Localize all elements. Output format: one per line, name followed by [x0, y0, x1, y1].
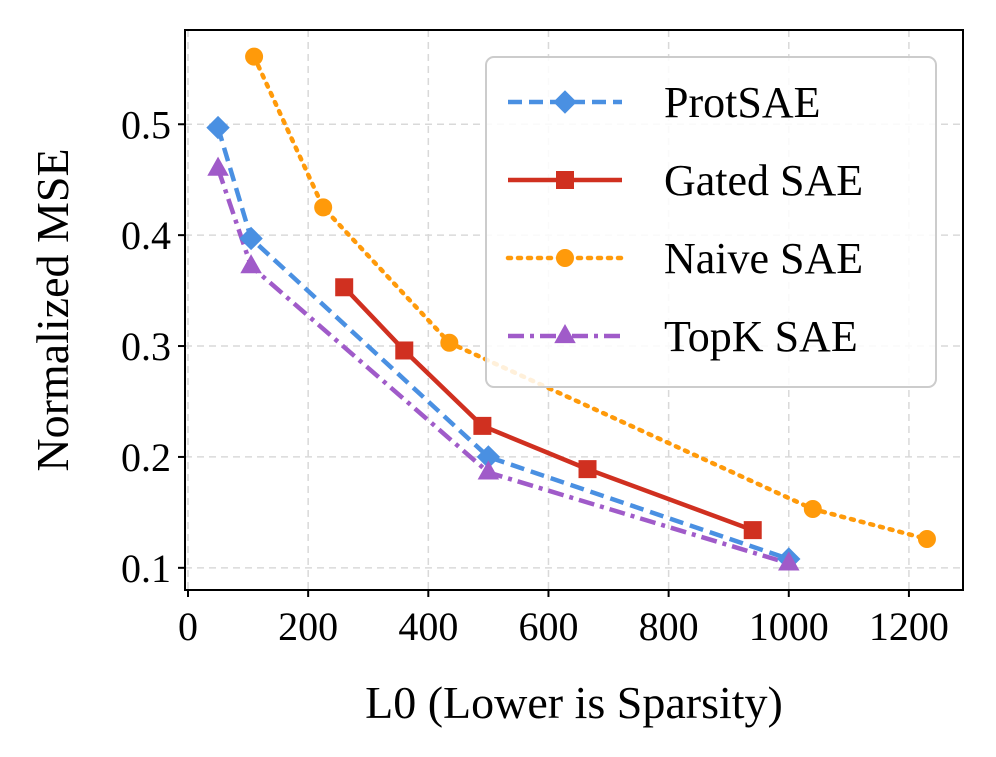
data-point-naive-sae	[917, 529, 936, 548]
y-tick-label: 0.4	[121, 213, 171, 258]
data-point-gated-sae	[395, 341, 414, 360]
x-tick-label: 200	[278, 604, 338, 649]
x-axis-label: L0 (Lower is Sparsity)	[365, 677, 783, 728]
data-point-topk-sae	[240, 254, 262, 274]
data-point-protsae	[206, 115, 230, 140]
x-tick-label: 800	[639, 604, 699, 649]
legend-label-gated-sae: Gated SAE	[664, 156, 863, 205]
legend-label-topk-sae: TopK SAE	[664, 312, 858, 361]
legend-label-protsae: ProtSAE	[664, 78, 820, 127]
y-tick-label: 0.2	[121, 435, 171, 480]
legend-box	[485, 56, 937, 388]
x-tick-label: 1200	[869, 604, 949, 649]
legend-marker-naive-sae	[556, 249, 574, 267]
series-markers	[206, 47, 936, 571]
x-tick-label: 400	[398, 604, 458, 649]
data-point-protsae	[239, 226, 263, 251]
series-line-topk-sae	[215, 167, 790, 566]
series-line-protsae	[215, 126, 790, 562]
legend: ProtSAE Gated SAE Naive SAE TopK SAE	[485, 56, 937, 388]
data-point-naive-sae	[245, 47, 264, 66]
plot-frame	[184, 29, 964, 591]
data-point-gated-sae	[578, 460, 597, 479]
legend-marker-topk-sae	[554, 323, 576, 344]
x-tick-label: 600	[518, 604, 578, 649]
data-point-gated-sae	[473, 416, 492, 435]
y-tick-label: 0.1	[121, 546, 171, 591]
data-point-naive-sae	[314, 198, 333, 217]
y-tick-label: 0.5	[121, 102, 171, 147]
y-axis-label: Normalized MSE	[27, 148, 78, 471]
legend-marker-protsae	[553, 90, 577, 114]
x-tick-label: 1000	[749, 604, 829, 649]
legend-marker-gated-sae	[556, 171, 574, 189]
x-tick-label: 0	[178, 604, 198, 649]
legend-label-naive-sae: Naive SAE	[664, 234, 863, 283]
data-point-topk-sae	[778, 551, 800, 571]
x-axis: 0 200 400 600 800 1000 1200	[178, 590, 949, 649]
data-point-naive-sae	[803, 500, 822, 519]
data-point-topk-sae	[477, 460, 500, 480]
y-tick-label: 0.3	[121, 324, 171, 369]
data-point-gated-sae	[743, 521, 762, 540]
data-point-gated-sae	[335, 278, 354, 297]
data-point-naive-sae	[440, 333, 459, 352]
data-point-topk-sae	[207, 156, 229, 176]
y-axis: 0.1 0.2 0.3 0.4 0.5	[121, 102, 185, 591]
